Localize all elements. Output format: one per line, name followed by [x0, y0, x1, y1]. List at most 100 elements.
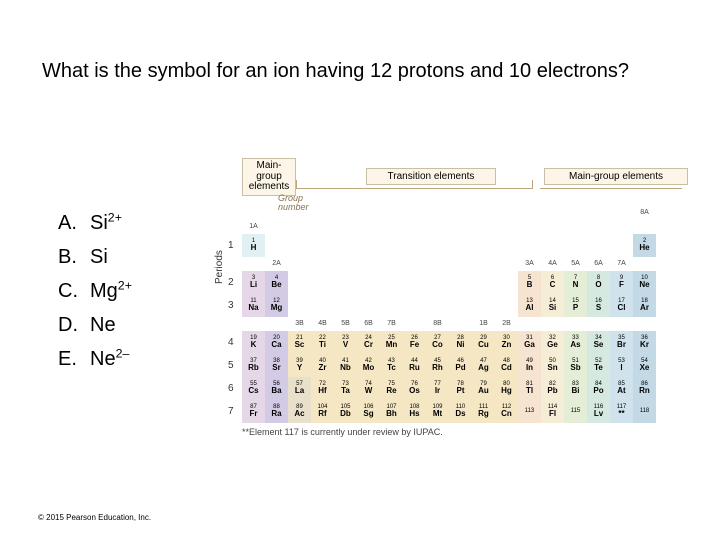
element-cell: 53I: [610, 354, 633, 377]
element-cell: 15P: [564, 294, 587, 317]
element-cell: 42Mo: [357, 354, 380, 377]
element-cell: 49In: [518, 354, 541, 377]
element-cell: 8O: [587, 271, 610, 294]
element-cell: 7N: [564, 271, 587, 294]
period-number: 6: [228, 383, 234, 394]
element-cell: 19K: [242, 331, 265, 354]
element-cell: 17Cl: [610, 294, 633, 317]
element-cell: 44Ru: [403, 354, 426, 377]
element-cell: 4Be: [265, 271, 288, 294]
element-cell: 80Hg: [495, 377, 518, 400]
answer-letter: B.: [58, 240, 90, 274]
element-cell: 81Tl: [518, 377, 541, 400]
element-cell: 109Mt: [426, 400, 449, 423]
element-cell: 6C: [541, 271, 564, 294]
answer-value: Mg2+: [90, 274, 132, 308]
element-cell: 104Rf: [311, 400, 334, 423]
element-cell: 1H: [242, 234, 265, 257]
periodic-table: Main-groupelements Transition elements M…: [210, 158, 702, 437]
element-cell: 20Ca: [265, 331, 288, 354]
element-cell: 46Pd: [449, 354, 472, 377]
main-group-left-label: Main-groupelements: [242, 158, 296, 196]
answer-value: Si: [90, 240, 108, 274]
element-cell: 83Bi: [564, 377, 587, 400]
element-cell: 118: [633, 400, 656, 423]
element-cell: 30Zn: [495, 331, 518, 354]
element-cell: 13Al: [518, 294, 541, 317]
element-cell: 114Fl: [541, 400, 564, 423]
answer-letter: C.: [58, 274, 90, 308]
element-cell: 75Re: [380, 377, 403, 400]
element-cell: 41Nb: [334, 354, 357, 377]
question-text: What is the symbol for an ion having 12 …: [42, 58, 642, 85]
element-cell: 55Cs: [242, 377, 265, 400]
answer-letter: A.: [58, 206, 90, 240]
copyright-text: © 2015 Pearson Education, Inc.: [38, 513, 151, 522]
element-cell: 12Mg: [265, 294, 288, 317]
element-cell: 56Ba: [265, 377, 288, 400]
element-cell: 87Fr: [242, 400, 265, 423]
element-cell: 73Ta: [334, 377, 357, 400]
element-cell: 76Os: [403, 377, 426, 400]
answer-option: E.Ne2–: [58, 342, 132, 376]
element-cell: 22Ti: [311, 331, 334, 354]
answer-value: Ne: [90, 308, 116, 342]
element-cell: 16S: [587, 294, 610, 317]
element-cell: 10Ne: [633, 271, 656, 294]
answer-option: A.Si2+: [58, 206, 132, 240]
element-cell: 31Ga: [518, 331, 541, 354]
element-cell: 51Sb: [564, 354, 587, 377]
element-cell: 5B: [518, 271, 541, 294]
main-group-right-label: Main-group elements: [544, 168, 688, 185]
answer-option: B.Si: [58, 240, 132, 274]
element-cell: 48Cd: [495, 354, 518, 377]
element-cell: 72Hf: [311, 377, 334, 400]
element-cell: 107Bh: [380, 400, 403, 423]
transition-label: Transition elements: [366, 168, 496, 185]
element-cell: 115: [564, 400, 587, 423]
element-cell: 21Sc: [288, 331, 311, 354]
period-number: 4: [228, 337, 234, 348]
element-cell: 35Br: [610, 331, 633, 354]
element-cell: 11Na: [242, 294, 265, 317]
element-cell: 29Cu: [472, 331, 495, 354]
element-cell: 78Pt: [449, 377, 472, 400]
element-cell: 110Ds: [449, 400, 472, 423]
answer-value: Ne2–: [90, 342, 129, 376]
element-cell: 9F: [610, 271, 633, 294]
element-cell: 26Fe: [403, 331, 426, 354]
element-cell: 23V: [334, 331, 357, 354]
element-cell: 57La: [288, 377, 311, 400]
element-cell: 40Zr: [311, 354, 334, 377]
element-cell: 89Ac: [288, 400, 311, 423]
period-number: 2: [228, 277, 234, 288]
element-cell: 88Ra: [265, 400, 288, 423]
element-cell: 77Ir: [426, 377, 449, 400]
periods-axis-label: Periods: [214, 250, 225, 284]
element-cell: 113: [518, 400, 541, 423]
element-cell: 54Xe: [633, 354, 656, 377]
answer-value: Si2+: [90, 206, 122, 240]
element-cell: 50Sn: [541, 354, 564, 377]
element-cell: 14Si: [541, 294, 564, 317]
iupac-note: **Element 117 is currently under review …: [242, 427, 702, 437]
element-cell: 105Db: [334, 400, 357, 423]
periodic-grid: 8A1A1H2He2A3A4A5A6A7A3Li4Be5B6C7N8O9F10N…: [242, 206, 656, 423]
element-cell: 27Co: [426, 331, 449, 354]
period-number: 1: [228, 240, 234, 251]
element-cell: 106Sg: [357, 400, 380, 423]
element-cell: 108Hs: [403, 400, 426, 423]
element-cell: 38Sr: [265, 354, 288, 377]
element-cell: 111Rg: [472, 400, 495, 423]
element-cell: 86Rn: [633, 377, 656, 400]
element-cell: 43Tc: [380, 354, 403, 377]
element-cell: 36Kr: [633, 331, 656, 354]
element-cell: 3Li: [242, 271, 265, 294]
element-cell: 79Au: [472, 377, 495, 400]
answer-letter: D.: [58, 308, 90, 342]
element-cell: 74W: [357, 377, 380, 400]
element-cell: 39Y: [288, 354, 311, 377]
period-number: 7: [228, 406, 234, 417]
table-top-labels: Main-groupelements Transition elements M…: [210, 158, 702, 206]
element-cell: 2He: [633, 234, 656, 257]
